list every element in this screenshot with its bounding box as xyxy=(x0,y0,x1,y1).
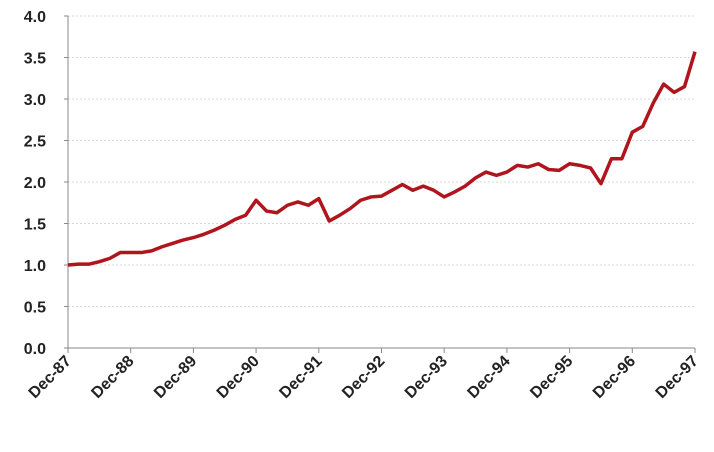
x-tick-label: Dec-91 xyxy=(276,353,325,402)
x-tick-label: Dec-90 xyxy=(214,353,263,402)
y-tick-label: 0.0 xyxy=(24,341,46,358)
y-tick-label: 1.0 xyxy=(24,258,46,275)
x-tick-label: Dec-92 xyxy=(339,353,388,402)
y-tick-label: 3.5 xyxy=(24,51,46,68)
y-tick-label: 2.0 xyxy=(24,175,46,192)
y-tick-label: 0.5 xyxy=(24,300,46,317)
x-tick-label: Dec-95 xyxy=(527,353,576,402)
y-tick-label: 4.0 xyxy=(24,9,46,26)
x-tick-label: Dec-88 xyxy=(88,353,137,402)
x-tick-label: Dec-97 xyxy=(653,353,702,402)
y-tick-label: 1.5 xyxy=(24,217,46,234)
data-line xyxy=(67,51,697,267)
x-tick-label: Dec-87 xyxy=(26,353,75,402)
x-tick-label: Dec-93 xyxy=(402,353,451,402)
x-tick-label: Dec-89 xyxy=(151,353,200,402)
y-tick-label: 2.5 xyxy=(24,134,46,151)
x-tick-label: Dec-96 xyxy=(590,353,639,402)
x-tick-label: Dec-94 xyxy=(465,353,514,402)
y-tick-label: 3.0 xyxy=(24,92,46,109)
